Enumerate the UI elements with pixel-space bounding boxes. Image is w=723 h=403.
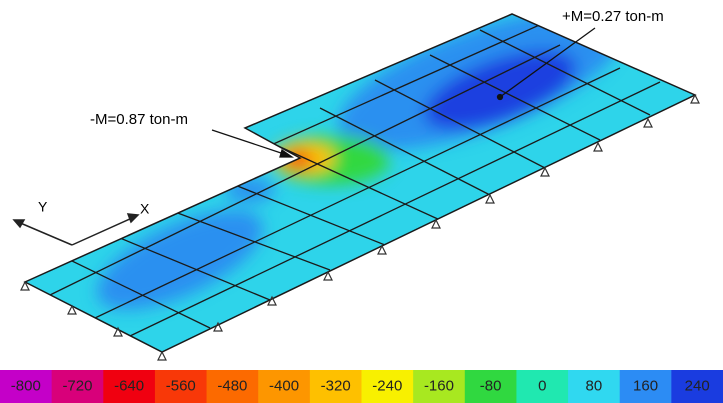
colorbar-label: -160 <box>424 377 454 394</box>
colorbar-label: -320 <box>321 377 351 394</box>
annotation: +M=0.27 ton-m <box>562 8 664 25</box>
colorbar-label: 80 <box>586 377 603 394</box>
slab-contour <box>20 13 700 361</box>
axis-label: X <box>140 201 150 217</box>
colorbar-swatch <box>568 370 621 403</box>
colorbar-swatch <box>464 370 517 403</box>
colorbar-swatch <box>361 370 414 403</box>
colorbar-swatch <box>516 370 569 403</box>
colorbar-label: -480 <box>217 377 247 394</box>
annotation: -M=0.87 ton-m <box>90 111 188 128</box>
colorbar-swatch <box>309 370 362 403</box>
colorbar: -800 -720 -640 -560 -480 -400 -320 -240 -160 -80 0… <box>0 370 723 403</box>
colorbar-swatch <box>619 370 672 403</box>
colorbar-label: -400 <box>269 377 299 394</box>
colorbar-swatch <box>671 370 723 403</box>
colorbar-label: 240 <box>685 377 710 394</box>
axis-triad <box>12 213 140 246</box>
colorbar-swatch <box>413 370 466 403</box>
annotation-arrows <box>211 27 596 158</box>
colorbar-swatch <box>154 370 208 403</box>
colorbar-swatch <box>258 370 311 403</box>
axis-label: Y <box>38 199 48 215</box>
colorbar-label: -560 <box>166 377 196 394</box>
colorbar-label: 160 <box>633 377 658 394</box>
colorbar-swatch <box>206 370 259 403</box>
colorbar-label: -800 <box>11 377 41 394</box>
colorbar-label: -720 <box>62 377 92 394</box>
colorbar-label: -640 <box>114 377 144 394</box>
colorbar-swatch <box>0 370 53 403</box>
colorbar-label: 0 <box>538 377 546 394</box>
colorbar-label: -80 <box>480 377 502 394</box>
colorbar-label: -240 <box>372 377 402 394</box>
colorbar-swatch <box>103 370 156 403</box>
colorbar-swatch <box>51 370 104 403</box>
